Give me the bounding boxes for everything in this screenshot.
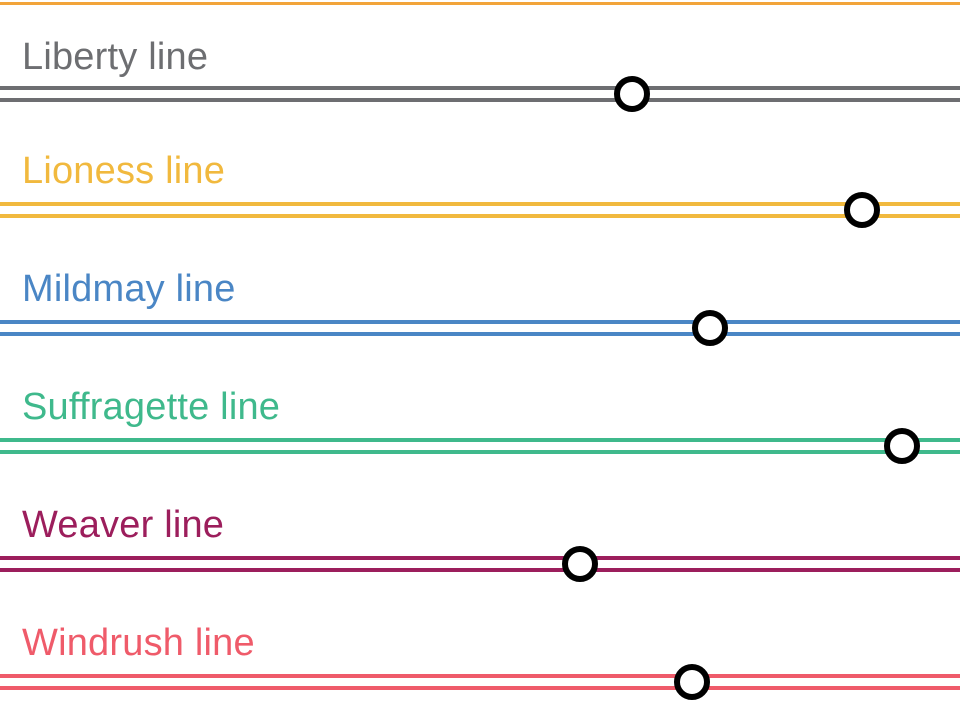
top-accent-stripe <box>0 2 960 5</box>
rail-bottom <box>0 214 960 218</box>
rail-top <box>0 202 960 206</box>
line-label: Mildmay line <box>22 268 236 311</box>
rail-top <box>0 86 960 90</box>
rail-top <box>0 438 960 442</box>
station-marker <box>844 192 880 228</box>
rail-top <box>0 674 960 678</box>
station-marker <box>692 310 728 346</box>
station-marker <box>674 664 710 700</box>
line-label: Liberty line <box>22 36 208 79</box>
rail-top <box>0 556 960 560</box>
line-legend: Liberty line Lioness line Mildmay line Suff… <box>0 0 960 719</box>
rail-bottom <box>0 450 960 454</box>
line-label: Windrush line <box>22 622 255 665</box>
line-label: Suffragette line <box>22 386 280 429</box>
station-marker <box>562 546 598 582</box>
rail-top <box>0 320 960 324</box>
rail-bottom <box>0 332 960 336</box>
station-marker <box>614 76 650 112</box>
rail-bottom <box>0 686 960 690</box>
rail-bottom <box>0 568 960 572</box>
rail-bottom <box>0 98 960 102</box>
line-label: Lioness line <box>22 150 225 193</box>
line-label: Weaver line <box>22 504 224 547</box>
station-marker <box>884 428 920 464</box>
